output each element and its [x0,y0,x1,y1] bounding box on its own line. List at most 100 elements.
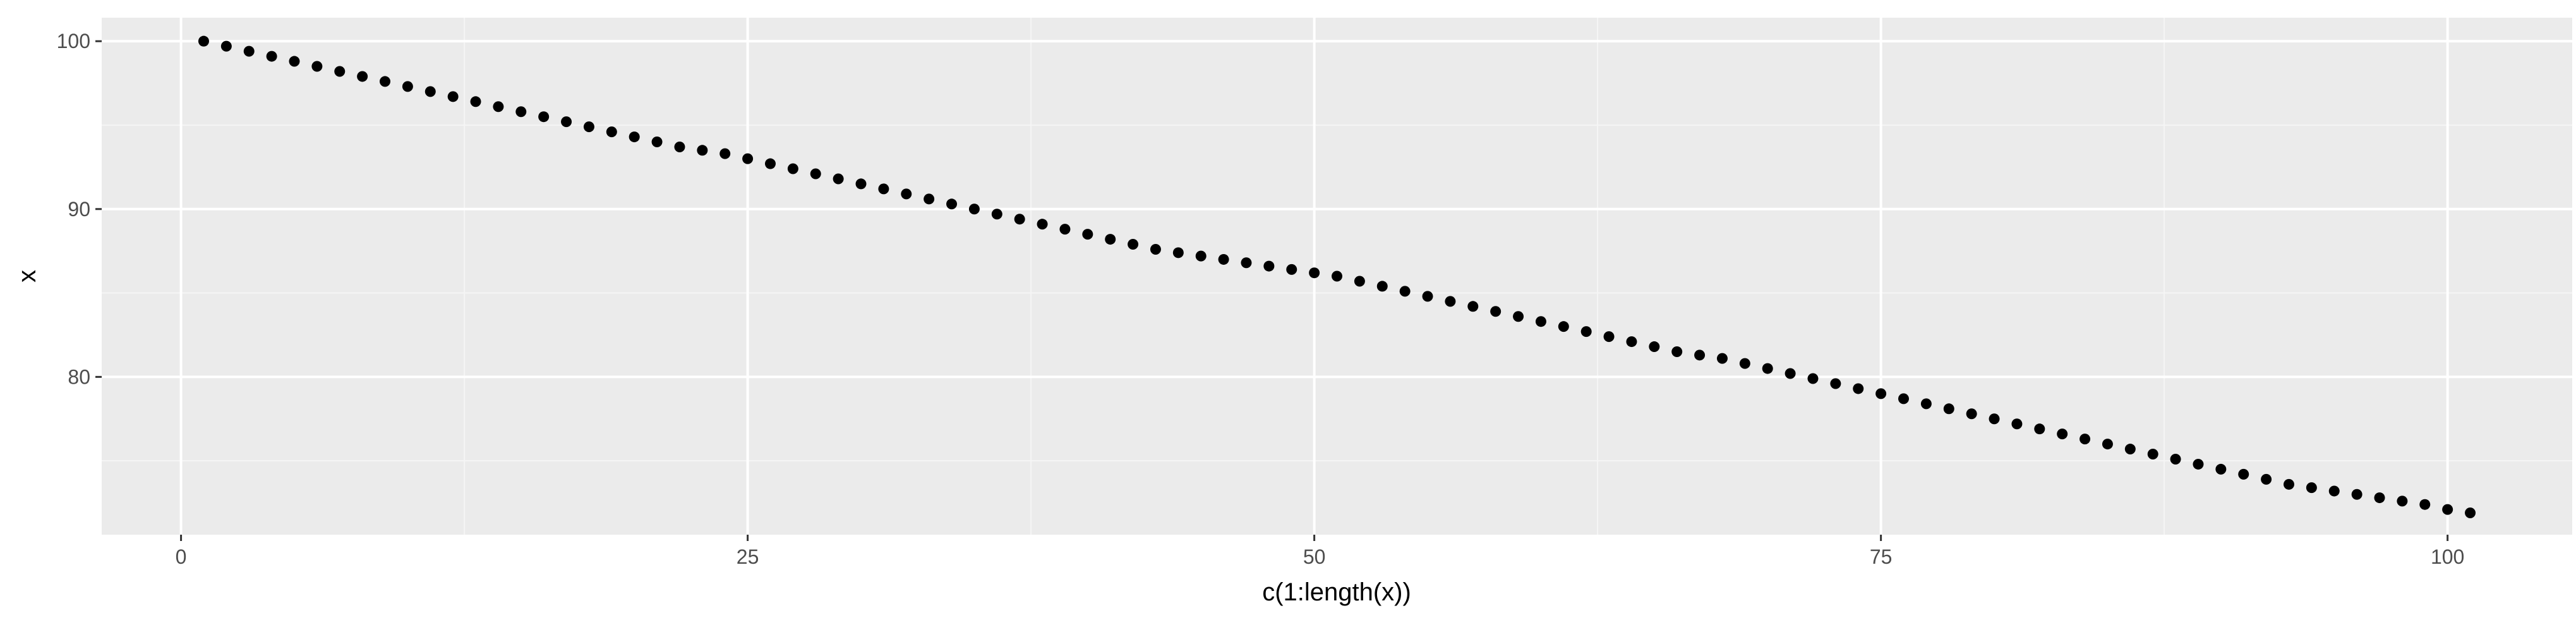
data-point [1898,393,1910,404]
data-point [2170,453,2181,465]
data-point [1354,276,1365,287]
data-point [1309,267,1320,279]
data-points [198,35,2476,518]
data-point [1716,353,1728,364]
data-point [1286,264,1297,275]
data-point [674,142,685,152]
data-point [1943,403,1954,415]
data-point [1263,260,1275,272]
data-point [1422,291,1433,302]
data-point [924,193,935,205]
data-point [470,96,481,107]
data-point [810,168,821,179]
y-tick-label: 90 [68,198,90,221]
data-point [311,61,323,72]
data-point [2328,485,2340,497]
data-point [651,137,663,148]
data-point [742,153,754,164]
data-point [2397,495,2408,507]
data-point [1513,311,1524,322]
data-point [1853,383,1864,394]
data-point [289,56,300,67]
data-point [2057,429,2068,440]
data-point [1037,219,1048,230]
data-point [719,148,731,159]
data-point [2011,418,2023,430]
data-point [1626,336,1637,348]
data-point [629,131,640,143]
data-point [198,35,209,47]
y-axis-ticks: 80 90 100 [57,30,102,388]
data-point [1467,301,1479,312]
y-tick-label: 80 [68,365,90,388]
data-point [1603,331,1615,343]
data-point [1332,270,1342,282]
data-point [1172,247,1184,258]
data-point [2261,473,2272,485]
data-point [787,163,798,174]
data-point [2442,504,2453,515]
data-point [583,121,594,133]
data-point [764,158,776,169]
data-point [2351,489,2362,500]
data-point [220,40,232,52]
data-point [1218,253,1229,265]
data-point [2034,423,2045,435]
data-point [968,204,980,215]
data-point [1082,229,1093,240]
data-point [1490,306,1502,317]
x-axis-title: c(1:length(x)) [1262,578,1411,606]
data-point [1785,368,1796,379]
data-point [1150,244,1161,255]
data-point [1558,321,1569,332]
data-point [606,126,617,138]
data-point [1376,281,1388,292]
data-point [266,51,277,62]
data-point [2215,463,2227,475]
data-point [1830,378,1841,389]
x-tick-label: 0 [176,545,187,568]
data-point [2238,468,2249,480]
x-tick-label: 50 [1303,545,1326,568]
x-tick-label: 100 [2431,545,2464,568]
data-point [878,183,889,195]
data-point [1875,388,1887,399]
data-point [1966,408,1977,420]
data-point [1694,350,1706,361]
data-point [2079,434,2091,445]
data-point [1128,239,1139,250]
data-point [833,173,844,185]
data-point [991,209,1002,220]
data-point [1059,224,1071,235]
data-point [1014,214,1025,225]
data-point [2283,478,2294,490]
data-point [1807,373,1819,384]
data-point [1580,326,1592,337]
data-point [1649,341,1660,353]
data-point [515,106,527,118]
data-point [1762,363,1773,374]
data-point [2465,507,2476,518]
data-point [1399,286,1411,297]
x-tick-label: 25 [737,545,759,568]
data-point [855,178,867,190]
minor-gridlines [102,18,2572,535]
data-point [2147,449,2158,460]
data-point [1241,257,1252,269]
data-point [357,71,368,82]
data-point [1920,398,1932,410]
data-point [243,46,255,57]
y-axis-title: x [13,270,41,283]
data-point [1989,413,2000,425]
data-point [697,145,708,156]
x-axis-ticks: 0 25 50 75 100 [176,535,2464,568]
data-point [1195,250,1207,262]
data-point [334,66,346,77]
data-point [1105,234,1116,245]
data-point [447,91,459,102]
data-point [561,116,572,128]
data-point [2193,458,2204,470]
data-point [493,101,504,112]
data-point [380,76,391,87]
data-point [1739,358,1750,369]
